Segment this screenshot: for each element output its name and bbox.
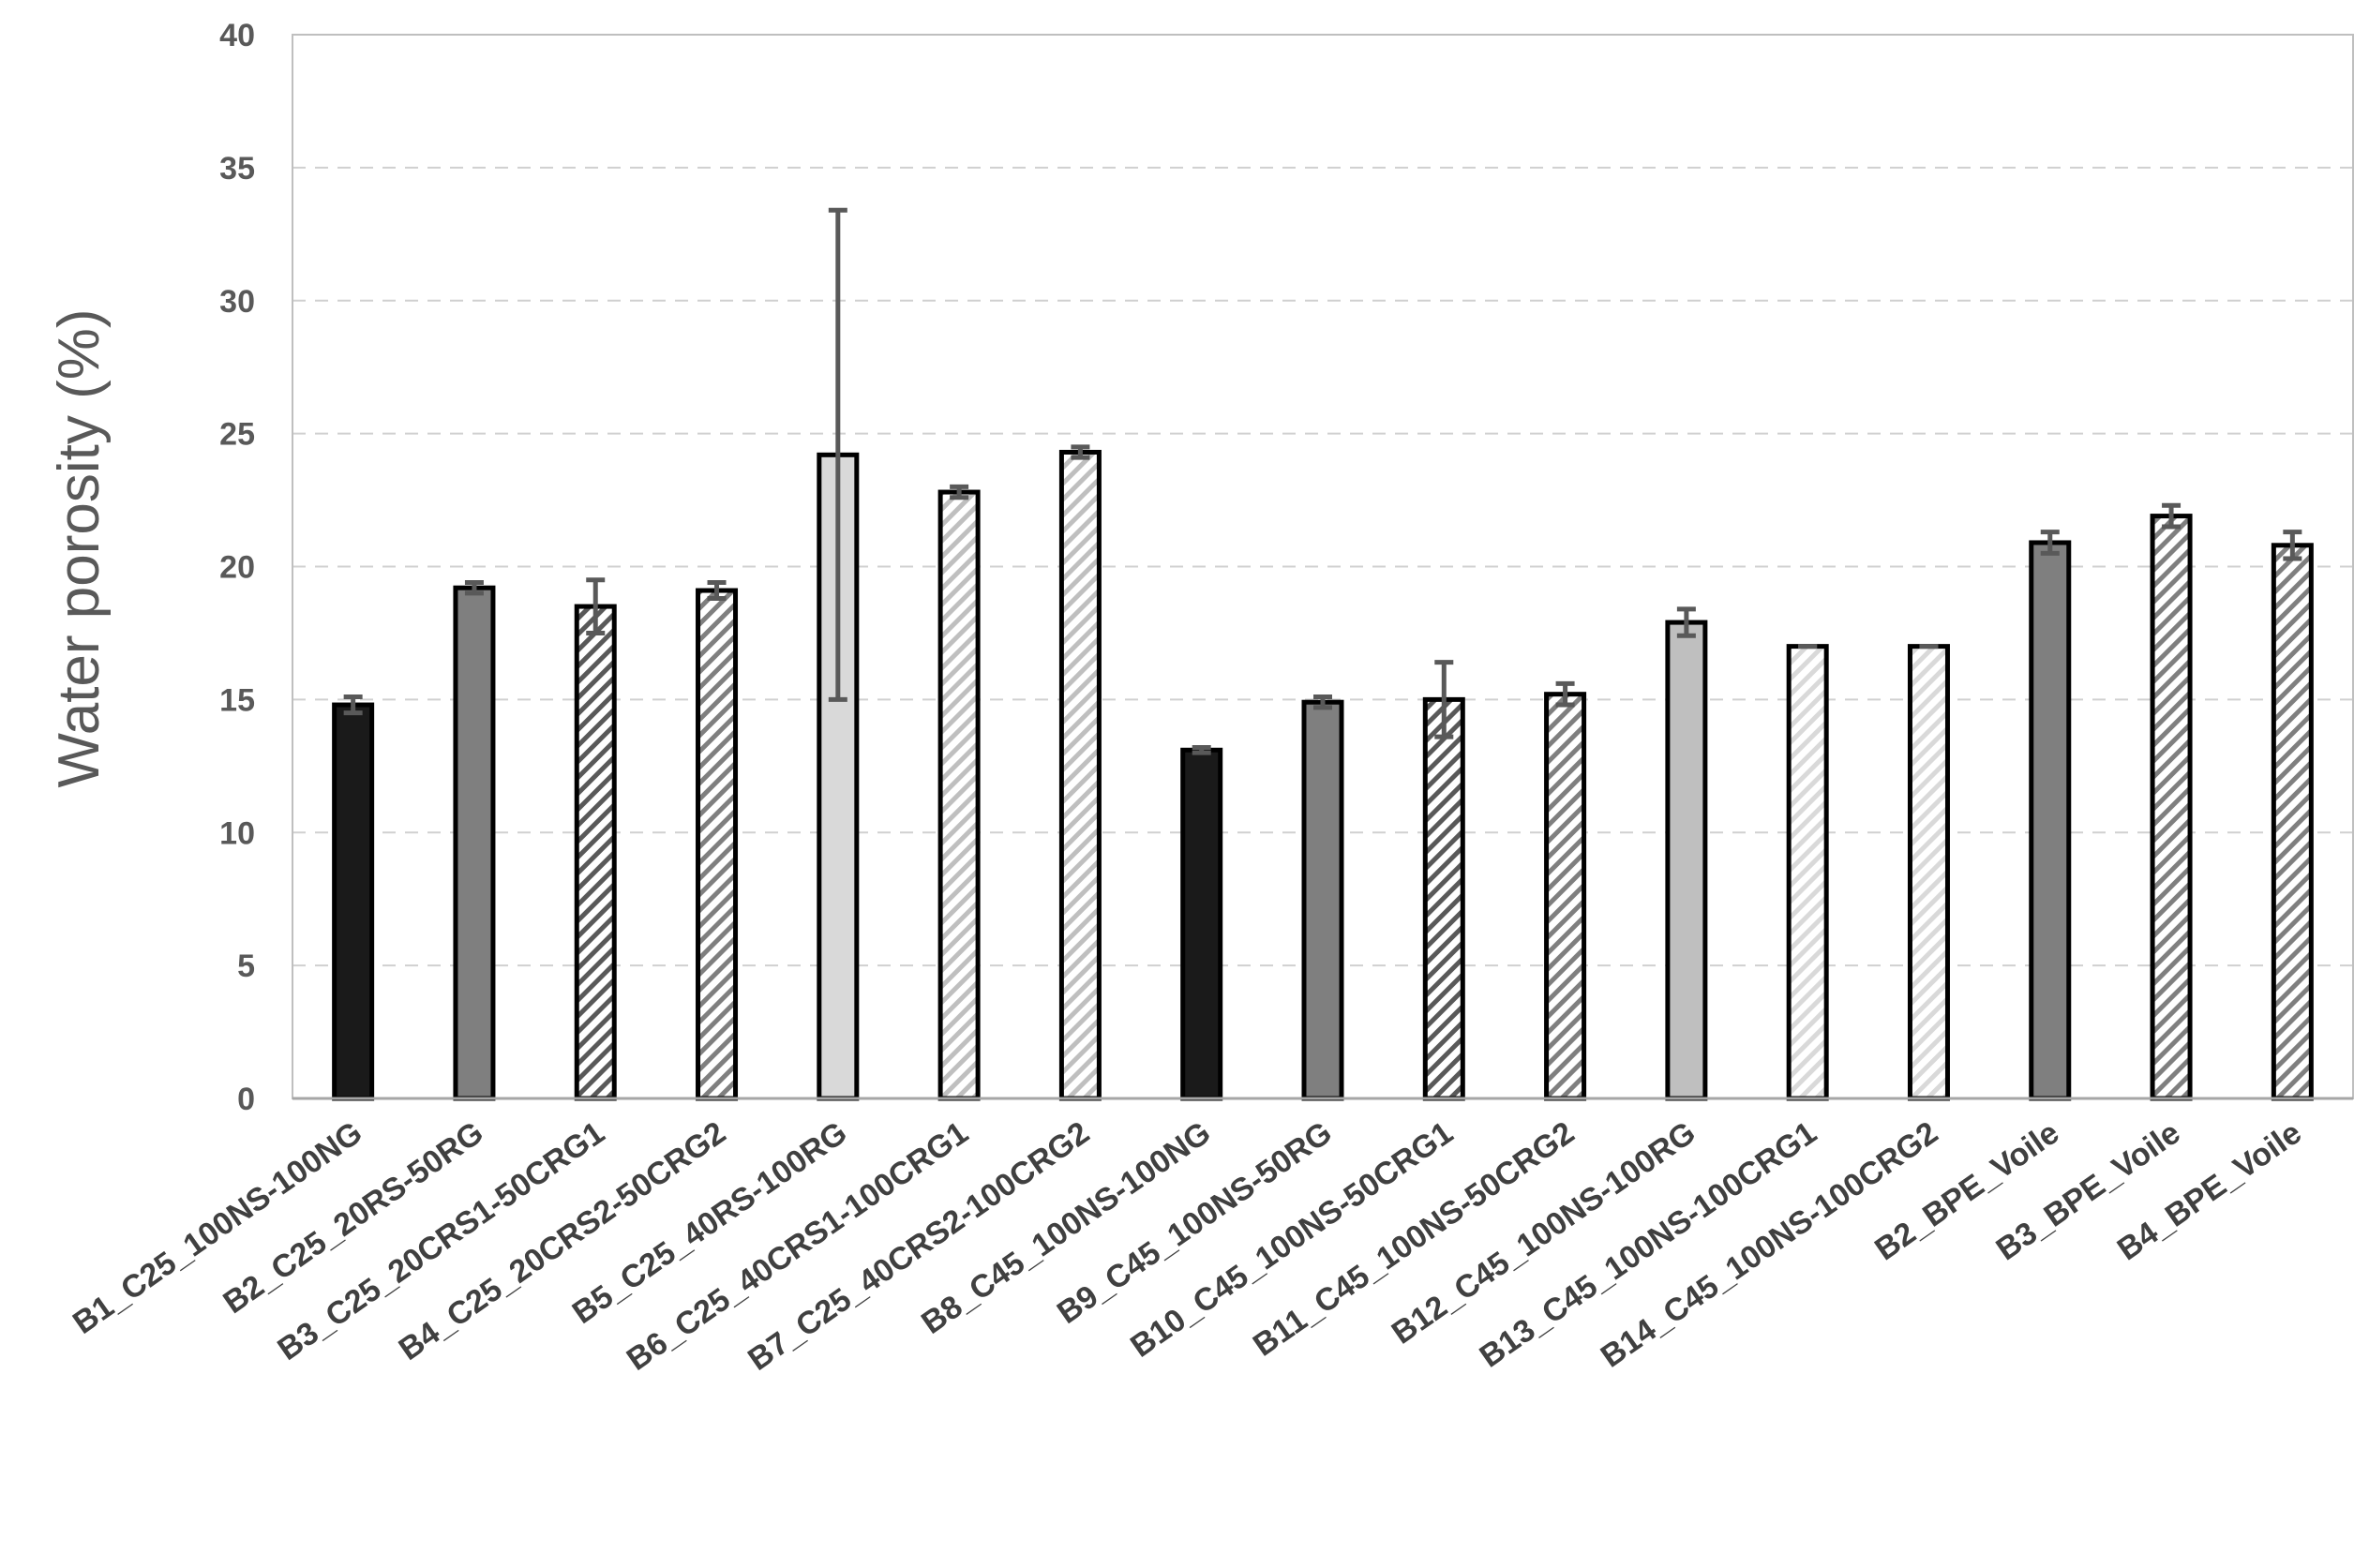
bar (1786, 644, 1829, 1101)
bar (1544, 692, 1587, 1101)
error-bar (1555, 680, 1575, 708)
bar (574, 604, 617, 1101)
error-bar (2040, 530, 2060, 556)
bar (696, 588, 739, 1101)
error-bar (586, 577, 606, 635)
y-tick-label: 15 (219, 682, 255, 718)
y-tick-label: 30 (219, 284, 255, 320)
gridlines (292, 166, 2353, 967)
bar (937, 489, 981, 1101)
error-bar (1192, 744, 1211, 755)
error-bar (1434, 660, 1454, 739)
bar (2029, 540, 2072, 1101)
bar (1058, 449, 1102, 1101)
bar (2150, 514, 2193, 1101)
error-bar (2162, 502, 2182, 530)
error-bar (1313, 694, 1332, 710)
y-axis-title: Water porosity (%) (47, 308, 112, 787)
error-bar (707, 580, 727, 602)
error-bar (464, 580, 484, 596)
error-bar (1071, 444, 1090, 460)
y-tick-label: 20 (219, 550, 255, 586)
error-bar (343, 694, 363, 716)
y-tick-label: 40 (219, 18, 255, 53)
bar (332, 702, 375, 1101)
error-bar (950, 484, 969, 500)
bar (453, 585, 496, 1101)
bar (1301, 699, 1344, 1101)
axes (292, 34, 2354, 1100)
bars (332, 449, 2314, 1101)
labels: 0510152025303540B1_C25_100NS-100NGB2_C25… (67, 18, 2308, 1378)
bar (1907, 644, 1950, 1101)
y-tick-label: 25 (219, 417, 255, 453)
error-bar (828, 207, 847, 702)
bar (1180, 747, 1223, 1101)
error-bar (2283, 530, 2302, 561)
y-tick-label: 35 (219, 151, 255, 187)
bar (1665, 620, 1708, 1101)
error-bars (343, 207, 2302, 755)
bar (2271, 543, 2314, 1101)
error-bar (1676, 606, 1696, 638)
y-tick-label: 10 (219, 815, 255, 851)
y-tick-label: 0 (237, 1082, 255, 1117)
y-tick-label: 5 (237, 948, 255, 984)
bar (1422, 696, 1465, 1101)
